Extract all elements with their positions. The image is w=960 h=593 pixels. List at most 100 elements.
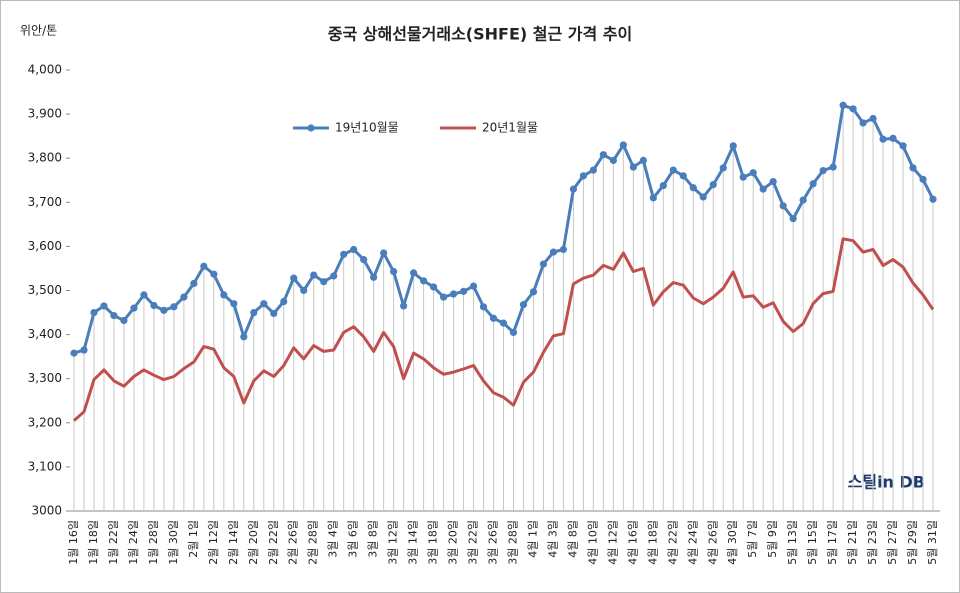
y-tick-label: 3,100 — [28, 459, 62, 473]
point-marker — [529, 288, 538, 296]
point-marker — [469, 282, 478, 290]
point-marker — [919, 175, 927, 183]
point-marker — [579, 172, 588, 180]
point-marker — [629, 163, 637, 171]
point-marker — [519, 301, 528, 309]
point-marker — [250, 308, 258, 317]
point-marker — [499, 319, 508, 327]
x-tick-label: 2월 1일 — [186, 520, 200, 558]
x-tick-label: 4월 8일 — [565, 520, 579, 558]
point-marker — [449, 290, 458, 298]
point-marker — [709, 181, 717, 189]
point-marker — [100, 302, 108, 310]
y-tick-label: 3,800 — [28, 151, 62, 165]
point-marker — [679, 172, 687, 180]
x-tick-label: 5월 17일 — [825, 520, 839, 565]
point-marker — [639, 156, 647, 165]
point-marker — [789, 215, 797, 223]
point-marker — [270, 309, 278, 318]
point-marker — [210, 270, 218, 278]
point-marker — [929, 195, 937, 203]
point-marker — [759, 185, 767, 193]
point-marker — [729, 142, 737, 150]
point-marker — [859, 119, 867, 127]
x-tick-label: 4월 22일 — [665, 520, 679, 565]
x-tick-label: 1월 30일 — [166, 520, 180, 565]
point-marker — [330, 272, 338, 280]
y-tick-label: 3,400 — [28, 327, 62, 341]
point-marker — [350, 245, 358, 254]
x-tick-label: 1월 18일 — [86, 520, 100, 565]
point-marker — [220, 291, 228, 299]
x-tick-label: 1월 16일 — [66, 520, 80, 565]
x-tick-label: 4월 3일 — [545, 520, 559, 558]
x-tick-label: 5월 29일 — [905, 520, 919, 565]
point-marker — [609, 156, 617, 165]
point-marker — [669, 166, 677, 174]
point-marker — [280, 297, 288, 306]
point-marker — [110, 312, 118, 320]
point-marker — [769, 177, 777, 186]
point-marker — [80, 346, 88, 354]
watermark: 스틸in DB — [848, 473, 925, 492]
point-marker — [190, 279, 198, 288]
chart-title: 중국 상해선물거래소(SHFE) 철근 가격 추이 — [328, 25, 632, 44]
point-marker — [260, 300, 268, 308]
x-tick-label: 2월 14일 — [226, 520, 240, 565]
point-marker — [819, 166, 827, 175]
point-marker — [360, 256, 368, 264]
legend-marker — [307, 124, 315, 132]
y-tick-label: 3000 — [31, 504, 62, 518]
point-marker — [150, 301, 158, 310]
x-tick-label: 2월 26일 — [286, 520, 300, 565]
x-tick-label: 2월 28일 — [306, 520, 320, 565]
x-tick-label: 5월 15일 — [805, 520, 819, 565]
legend-label: 19년10월물 — [335, 121, 399, 135]
point-marker — [180, 293, 188, 301]
y-tick-label: 3,900 — [28, 107, 62, 121]
x-tick-label: 3월 4일 — [326, 520, 340, 558]
x-tick-label: 1월 22일 — [106, 520, 120, 565]
point-marker — [829, 163, 837, 171]
point-marker — [549, 248, 558, 256]
x-tick-label: 1월 28일 — [146, 520, 160, 565]
point-marker — [439, 293, 448, 301]
series-line — [73, 237, 935, 422]
x-tick-label: 4월 1일 — [525, 520, 539, 558]
x-tick-label: 3월 6일 — [346, 520, 360, 558]
x-tick-label: 4월 10일 — [585, 520, 599, 565]
point-marker — [559, 245, 568, 254]
y-tick-label: 3,300 — [28, 371, 62, 385]
point-marker — [839, 101, 847, 109]
point-marker — [340, 250, 348, 258]
point-marker — [739, 173, 747, 181]
x-tick-label: 2월 20일 — [246, 520, 260, 565]
x-tick-label: 3월 28일 — [505, 520, 519, 565]
x-tick-label: 4월 24일 — [685, 520, 699, 565]
x-tick-label: 3월 20일 — [446, 520, 460, 565]
point-marker — [909, 164, 917, 172]
x-tick-label: 5월 27일 — [885, 520, 899, 565]
point-marker — [509, 328, 518, 336]
point-marker — [419, 277, 428, 285]
point-marker — [290, 274, 298, 282]
point-marker — [200, 262, 208, 270]
point-marker — [410, 269, 418, 277]
x-tick-label: 5월 13일 — [785, 520, 799, 565]
point-marker — [779, 202, 787, 210]
point-marker — [240, 333, 248, 341]
point-marker — [809, 180, 817, 188]
point-marker — [849, 105, 857, 113]
point-marker — [310, 271, 318, 279]
point-marker — [160, 306, 168, 314]
x-tick-label: 3월 22일 — [466, 520, 480, 565]
point-marker — [889, 134, 897, 142]
y-tick-label: 4,000 — [28, 63, 62, 77]
x-tick-label: 5월 31일 — [925, 520, 939, 565]
point-marker — [699, 193, 707, 201]
point-marker — [489, 314, 498, 322]
y-tick-label: 3,500 — [28, 283, 62, 297]
point-marker — [799, 196, 807, 204]
point-marker — [130, 304, 138, 312]
point-marker — [380, 249, 388, 257]
